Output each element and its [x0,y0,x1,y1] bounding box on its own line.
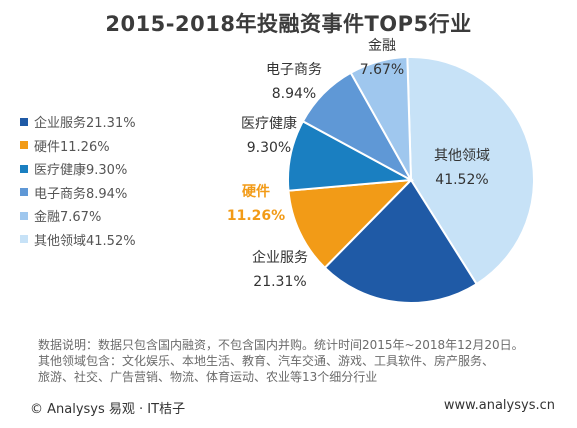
slice-label-value: 9.30% [247,140,291,156]
legend-item: 硬件11.26% [20,134,136,158]
slice-label-value: 41.52% [435,172,488,188]
pie-slice [349,56,412,181]
slice-label-name: 其他领域 [434,148,490,164]
legend-swatch [20,164,28,173]
legend-label: 其他领域41.52% [34,233,136,249]
legend-label: 电子商务8.94% [34,186,128,202]
legend-label: 金融7.67% [34,210,102,226]
slice-label: 电子商务 8.94% [266,62,322,102]
slice-label: 硬件 11.26% [227,183,285,224]
pie-slice [406,56,535,286]
legend-item: 医疗健康9.30% [20,157,136,181]
slice-label-name: 电子商务 [266,62,322,78]
pie-slice [287,178,414,270]
legend-item: 电子商务8.94% [20,181,136,205]
legend-swatch [20,211,28,220]
slice-label-name: 金融 [368,38,396,54]
legend-swatch [20,188,28,197]
footnote-line: 数据说明：数据只包含国内融资，不包含国内并购。统计时间2015年~2018年12… [38,338,524,352]
legend-label: 硬件11.26% [34,139,110,155]
slice-label: 其他领域 41.52% [434,148,490,188]
chart-title: 2015-2018年投融资事件TOP5行业 [105,12,472,36]
slice-label-value: 11.26% [227,208,285,224]
footnote-line: 旅游、社交、广告营销、物流、体育运动、农业等13个细分行业 [38,370,378,384]
legend-item: 金融7.67% [20,204,136,228]
slice-label: 金融 7.67% [360,38,404,78]
legend-swatch [20,235,28,244]
footnote: 数据说明：数据只包含国内融资，不包含国内并购。统计时间2015年~2018年12… [38,337,568,385]
pie-slice [323,178,478,304]
legend-item: 企业服务21.31% [20,110,136,134]
slice-label-name: 硬件 [242,183,270,200]
copyright-text: © Analysys 易观 · IT桔子 [30,402,186,417]
slice-label-value: 21.31% [253,274,306,290]
slice-label: 企业服务 21.31% [252,249,308,290]
footnote-line: 其他领域包含：文化娱乐、本地生活、教育、汽车交通、游戏、工具软件、房产服务、 [38,354,495,368]
slice-label: 医疗健康 9.30% [241,115,297,156]
slice-label-value: 8.94% [272,86,316,102]
legend-label: 医疗健康9.30% [34,163,128,179]
legend: 企业服务21.31% 硬件11.26% 医疗健康9.30% 电子商务8.94% … [20,110,136,251]
slice-label-name: 医疗健康 [241,115,297,132]
legend-label: 企业服务21.31% [34,116,136,132]
legend-item: 其他领域41.52% [20,228,136,252]
legend-swatch [20,141,28,150]
slice-label-value: 7.67% [360,62,404,78]
slice-label-name: 企业服务 [252,249,308,266]
website-link[interactable]: www.analysys.cn [443,398,555,413]
legend-swatch [20,117,28,126]
